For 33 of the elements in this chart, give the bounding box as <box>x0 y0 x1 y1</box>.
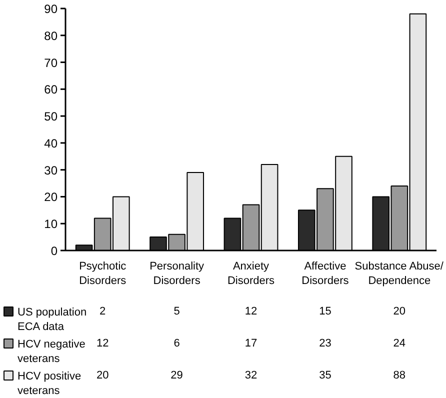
data-label: 24 <box>393 338 406 350</box>
x-tick-label: Personality Disorders <box>150 260 205 287</box>
y-tick-label: 80 <box>44 28 58 43</box>
y-tick-label: 40 <box>44 136 58 150</box>
data-label: 20 <box>96 370 109 382</box>
data-label: 88 <box>393 370 406 382</box>
data-label: 35 <box>319 370 332 382</box>
x-tick-label: Affective Disorders <box>302 260 350 287</box>
data-label: 17 <box>244 338 258 350</box>
data-label: 32 <box>244 370 258 382</box>
data-label: 15 <box>319 306 332 318</box>
x-tick-label: Anxiety Disorders <box>227 260 276 287</box>
legend-label: HCV positive veterans <box>18 370 82 397</box>
legend-label: US population ECA data <box>18 306 87 333</box>
x-tick-label: Substance Abuse/Dependence <box>354 260 444 287</box>
data-label: 12 <box>244 306 258 318</box>
y-tick-label: 50 <box>44 110 58 124</box>
data-label: 12 <box>96 338 109 350</box>
data-label: 2 <box>100 306 106 318</box>
y-tick-label: 30 <box>44 163 58 178</box>
y-tick-label: 90 <box>44 2 58 16</box>
x-tick-label: Psychotic Disorders <box>79 260 127 287</box>
data-label: 29 <box>170 370 183 382</box>
y-tick-label: 0 <box>50 244 58 258</box>
data-label: 20 <box>393 306 406 318</box>
y-tick-label: 20 <box>44 190 58 204</box>
data-label: 5 <box>174 306 180 318</box>
y-tick-label: 60 <box>44 82 58 97</box>
data-label: 6 <box>174 338 180 350</box>
data-label: 23 <box>319 338 332 350</box>
y-tick-label: 10 <box>44 217 58 232</box>
legend-label: HCV negative veterans <box>18 338 86 365</box>
y-tick-label: 70 <box>44 56 58 70</box>
